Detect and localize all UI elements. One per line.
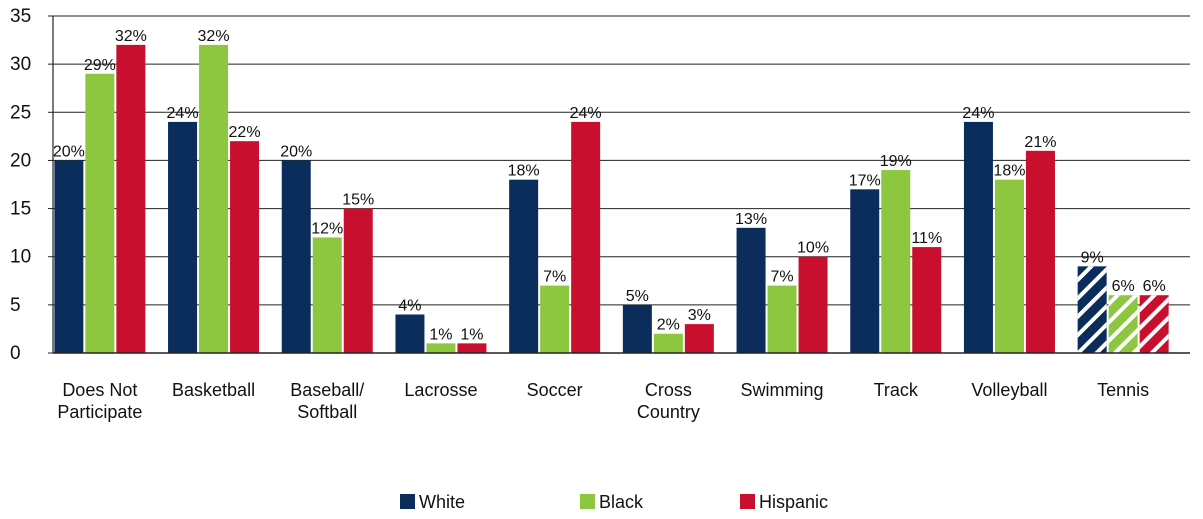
bar-black-swimming [767,285,797,353]
legend-swatch-black [580,494,595,509]
bar-black-baseball-softball [312,237,342,353]
data-label-hispanic-basketball: 22% [229,124,261,141]
bar-hispanic-baseball-softball [343,208,373,353]
x-category-label-soccer: Soccer [527,380,583,400]
data-label-white-tennis: 9% [1081,249,1104,266]
bar-black-tennis-hatch [1108,295,1138,353]
bar-hispanic-track [912,247,942,353]
data-label-white-swimming: 13% [735,211,767,228]
bars [54,44,1169,354]
bar-hispanic-swimming [798,256,828,353]
x-category-label-swimming: Swimming [741,380,824,400]
data-label-black-cross-country: 2% [657,317,680,334]
data-label-hispanic-track: 11% [911,230,942,247]
legend-swatch-hispanic [740,494,755,509]
y-tick-label-20: 20 [10,150,31,171]
data-label-black-track: 19% [880,153,912,170]
x-category-label-baseball-softball-line-2: Softball [297,402,357,422]
bar-hispanic-tennis-hatch [1139,295,1169,353]
bar-white-does-not-participate [54,160,84,353]
x-category-label-tennis: Tennis [1097,380,1149,400]
data-label-hispanic-cross-country: 3% [688,307,711,324]
data-label-white-does-not-participate: 20% [53,143,85,160]
data-label-black-basketball: 32% [198,28,230,45]
bar-hispanic-does-not-participate [116,44,146,354]
bar-white-swimming [736,227,766,353]
y-tick-label-0: 0 [10,343,21,364]
data-label-hispanic-baseball-softball: 15% [342,192,374,209]
legend-swatch-white [400,494,415,509]
data-label-white-volleyball: 24% [962,105,994,122]
y-tick-label-35: 35 [10,6,31,27]
legend: White Black Hispanic [400,492,828,512]
bar-black-does-not-participate [85,73,115,354]
data-label-hispanic-does-not-participate: 32% [115,28,147,45]
data-label-hispanic-lacrosse: 1% [460,326,483,343]
bar-black-lacrosse [426,343,456,353]
data-label-hispanic-soccer: 24% [570,105,602,122]
data-label-hispanic-tennis: 6% [1143,278,1166,295]
x-category-label-cross-country-line-2: Country [637,402,700,422]
bar-hispanic-volleyball [1025,150,1055,353]
data-labels: 20% 29% 32% 24% 32% 22% 20% 12% 15% 4% 1% 1% 18% 7% 24… [53,28,1166,343]
y-axis-tick-labels: 0 5 10 15 20 25 30 35 [10,6,31,364]
axes [48,15,1190,354]
bar-white-lacrosse [395,314,425,353]
y-tick-label-5: 5 [10,295,21,316]
data-label-black-tennis: 6% [1112,278,1135,295]
bar-black-cross-country [653,333,683,353]
bar-white-cross-country [622,304,652,353]
legend-label-white: White [419,492,465,512]
data-label-white-baseball-softball: 20% [280,143,312,160]
data-label-black-lacrosse: 1% [429,326,452,343]
data-label-hispanic-volleyball: 21% [1024,134,1056,151]
y-tick-label-15: 15 [10,199,31,220]
bar-black-volleyball [994,179,1024,353]
data-label-black-swimming: 7% [770,269,793,286]
data-label-black-does-not-participate: 29% [84,57,116,74]
bar-white-soccer [509,179,539,353]
data-label-white-soccer: 18% [508,163,540,180]
y-tick-label-25: 25 [10,102,31,123]
data-label-white-cross-country: 5% [626,288,649,305]
bar-hispanic-lacrosse [457,343,487,353]
bar-white-baseball-softball [281,160,311,353]
x-category-label-track: Track [874,380,919,400]
data-label-black-volleyball: 18% [993,163,1025,180]
x-category-label-lacrosse: Lacrosse [404,380,477,400]
data-label-black-baseball-softball: 12% [311,220,343,237]
x-category-label-basketball: Basketball [172,380,255,400]
x-category-label-does-not-participate-line-1: Does Not [62,380,137,400]
legend-label-hispanic: Hispanic [759,492,828,512]
x-category-label-does-not-participate-line-2: Participate [57,402,142,422]
x-category-label-cross-country-line-1: Cross [645,380,692,400]
y-tick-label-30: 30 [10,54,31,75]
bar-hispanic-soccer [571,121,601,354]
legend-label-black: Black [599,492,644,512]
data-label-black-soccer: 7% [543,269,566,286]
data-label-white-track: 17% [849,172,881,189]
y-tick-label-10: 10 [10,247,31,268]
x-category-label-volleyball: Volleyball [971,380,1047,400]
bar-black-basketball [199,44,229,354]
bar-white-tennis-hatch [1077,266,1107,353]
bar-hispanic-cross-country [684,324,714,353]
bar-black-soccer [540,285,570,353]
data-label-white-basketball: 24% [167,105,199,122]
bar-white-track [850,189,880,353]
data-label-hispanic-swimming: 10% [797,240,829,257]
data-label-white-lacrosse: 4% [398,297,421,314]
bar-white-basketball [168,121,198,354]
bar-black-track [881,170,911,353]
x-category-label-baseball-softball-line-1: Baseball/ [290,380,364,400]
bar-white-volleyball [963,121,993,354]
bar-hispanic-basketball [230,141,260,353]
